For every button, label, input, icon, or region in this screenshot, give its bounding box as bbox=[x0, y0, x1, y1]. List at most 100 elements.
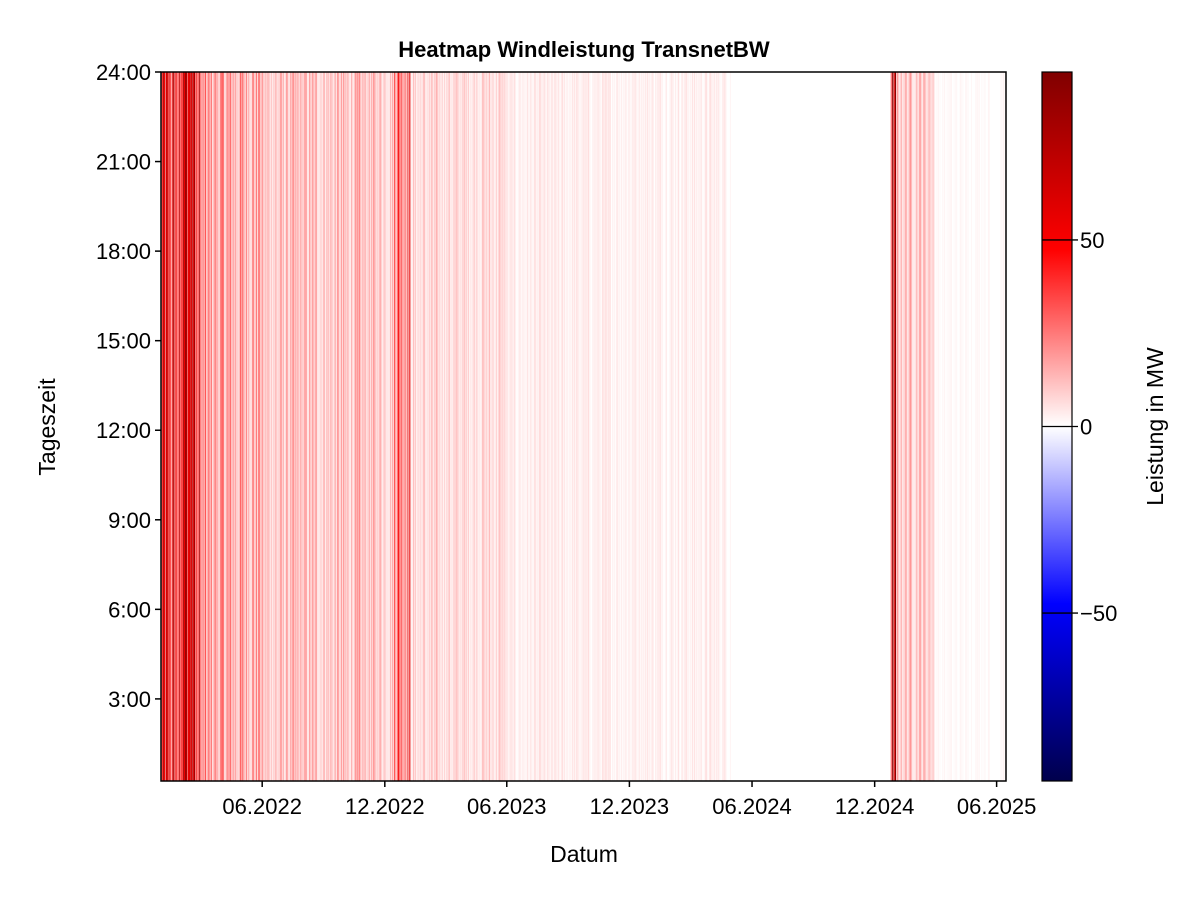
heatmap-cell bbox=[652, 72, 653, 781]
heatmap-cell bbox=[341, 72, 343, 781]
heatmap-cell bbox=[628, 72, 630, 781]
heatmap-cell bbox=[278, 72, 280, 781]
heatmap-cell bbox=[895, 72, 897, 781]
heatmap-cell bbox=[468, 72, 470, 781]
heatmap-cell bbox=[197, 72, 198, 781]
heatmap-cell bbox=[429, 72, 430, 781]
heatmap-cell bbox=[343, 72, 345, 781]
heatmap-cell bbox=[932, 72, 934, 781]
heatmap-cell bbox=[169, 72, 170, 781]
heatmap-cell bbox=[362, 72, 363, 781]
heatmap-cell bbox=[572, 72, 574, 781]
heatmap-cell bbox=[274, 72, 276, 781]
heatmap-cell bbox=[420, 72, 422, 781]
heatmap-cell bbox=[263, 72, 265, 781]
heatmap-cell bbox=[227, 72, 229, 781]
heatmap-cell bbox=[350, 72, 352, 781]
heatmap-cell bbox=[605, 72, 607, 781]
heatmap-cell bbox=[307, 72, 308, 781]
heatmap-cell bbox=[327, 72, 329, 781]
heatmap-cell bbox=[329, 72, 331, 781]
heatmap-cell bbox=[475, 72, 477, 781]
heatmap-cell bbox=[183, 72, 185, 781]
heatmap-cell bbox=[193, 72, 195, 781]
heatmap-cell bbox=[351, 72, 353, 781]
heatmap-cell bbox=[246, 72, 247, 781]
heatmap-cell bbox=[185, 72, 187, 781]
heatmap-cell bbox=[555, 72, 557, 781]
heatmap-cell bbox=[513, 72, 515, 781]
heatmap-cell bbox=[276, 72, 278, 781]
heatmap-cell bbox=[575, 72, 577, 781]
heatmap-cell bbox=[477, 72, 479, 781]
heatmap-cell bbox=[406, 72, 408, 781]
heatmap-cell bbox=[988, 72, 990, 781]
heatmap-cell bbox=[538, 72, 540, 781]
heatmap-cell bbox=[607, 72, 609, 781]
heatmap-cell bbox=[451, 72, 453, 781]
heatmap-cell bbox=[597, 72, 599, 781]
heatmap-cell bbox=[224, 72, 226, 781]
heatmap-cell bbox=[493, 72, 495, 781]
heatmap-cell bbox=[255, 72, 257, 781]
heatmap-cell bbox=[277, 72, 279, 781]
heatmap-cell bbox=[356, 72, 357, 781]
heatmap-cell bbox=[299, 72, 301, 781]
heatmap-cell bbox=[975, 72, 976, 781]
heatmap-cell bbox=[165, 72, 167, 781]
heatmap-cell bbox=[352, 72, 354, 781]
heatmap-cell bbox=[616, 72, 618, 781]
heatmap-cell bbox=[407, 72, 409, 781]
heatmap-cell bbox=[520, 72, 522, 781]
heatmap-cell bbox=[609, 72, 611, 781]
heatmap-cell bbox=[705, 72, 706, 781]
heatmap-cell bbox=[168, 72, 170, 781]
heatmap-cell bbox=[199, 72, 201, 781]
heatmap-cell bbox=[437, 72, 439, 781]
heatmap-cell bbox=[893, 72, 895, 781]
heatmap-cell bbox=[291, 72, 292, 781]
x-tick-label: 12.2024 bbox=[835, 794, 915, 819]
heatmap-cell bbox=[901, 72, 903, 781]
heatmap-cell bbox=[353, 72, 355, 781]
heatmap-cell bbox=[280, 72, 282, 781]
heatmap-cell bbox=[486, 72, 487, 781]
heatmap-cell bbox=[685, 72, 687, 781]
heatmap-cell bbox=[166, 72, 168, 781]
heatmap-cell bbox=[244, 72, 245, 781]
heatmap-cell bbox=[496, 72, 497, 781]
heatmap-cell bbox=[410, 72, 412, 781]
heatmap-cell bbox=[729, 72, 731, 781]
heatmap-cell bbox=[717, 72, 719, 781]
heatmap-cell bbox=[630, 72, 632, 781]
heatmap-cell bbox=[616, 72, 617, 781]
heatmap-cell bbox=[573, 72, 575, 781]
heatmap-cell bbox=[924, 72, 926, 781]
heatmap-cell bbox=[172, 72, 174, 781]
heatmap-cell bbox=[327, 72, 328, 781]
heatmap-cell bbox=[919, 72, 921, 781]
heatmap-cell bbox=[471, 72, 473, 781]
y-tick-label: 9:00 bbox=[108, 508, 151, 533]
heatmap-cell bbox=[960, 72, 962, 781]
y-tick-label: 12:00 bbox=[96, 418, 151, 443]
heatmap-cell bbox=[225, 72, 227, 781]
heatmap-cell bbox=[239, 72, 241, 781]
heatmap-cell bbox=[481, 72, 483, 781]
heatmap-cell bbox=[693, 72, 695, 781]
heatmap-cell bbox=[608, 72, 610, 781]
heatmap-cell bbox=[310, 72, 312, 781]
heatmap-cell bbox=[601, 72, 603, 781]
heatmap-cell bbox=[681, 72, 682, 781]
heatmap-cell bbox=[628, 72, 629, 781]
heatmap-cell bbox=[503, 72, 505, 781]
heatmap-cell bbox=[928, 72, 930, 781]
heatmap-cell bbox=[205, 72, 207, 781]
heatmap-cell bbox=[488, 72, 489, 781]
heatmap-cell bbox=[445, 72, 447, 781]
heatmap-cell bbox=[965, 72, 966, 781]
heatmap-cell bbox=[199, 72, 200, 781]
heatmap-cell bbox=[378, 72, 380, 781]
heatmap-cell bbox=[926, 72, 928, 781]
heatmap-cell bbox=[697, 72, 699, 781]
